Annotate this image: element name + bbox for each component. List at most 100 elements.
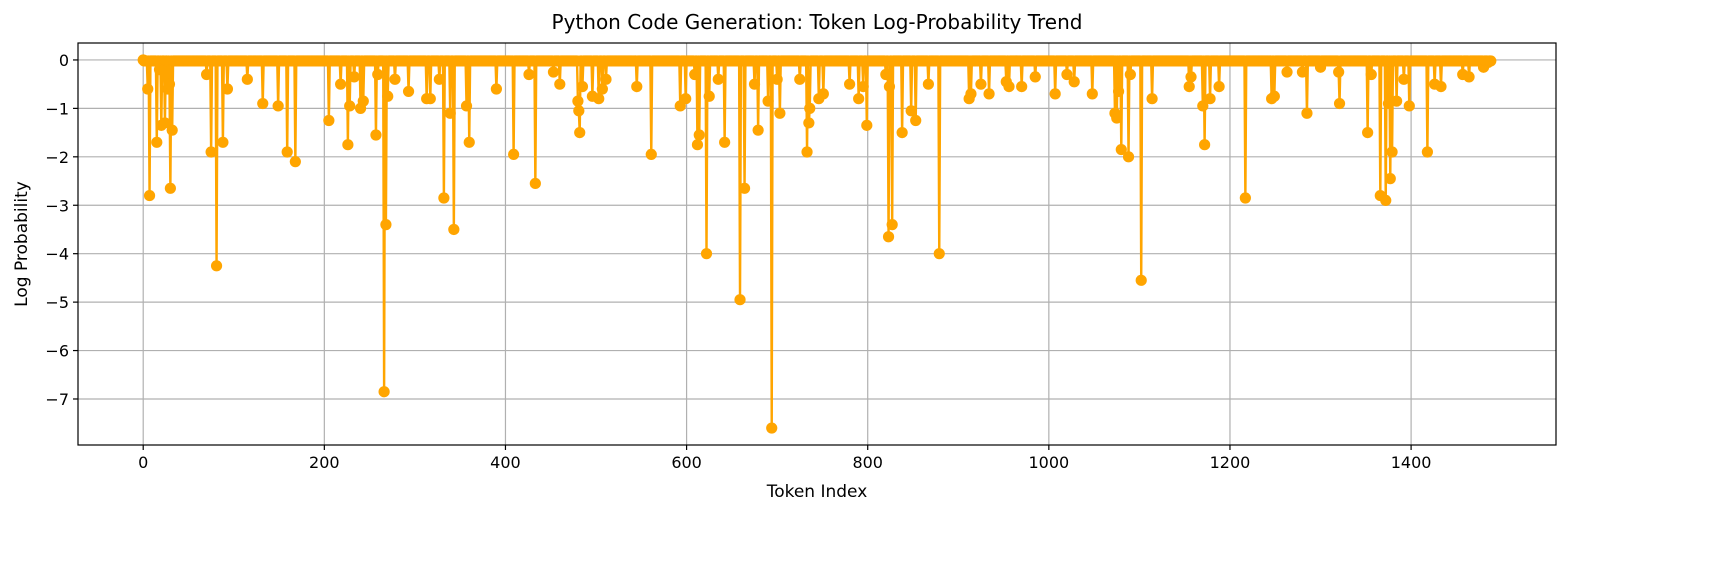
data-point	[1016, 80, 1028, 93]
data-point	[771, 73, 783, 85]
data-point	[1333, 97, 1346, 110]
data-point	[922, 78, 934, 90]
data-point	[680, 93, 692, 105]
data-point	[853, 93, 865, 105]
data-point	[554, 78, 566, 90]
x-tick-label: 400	[490, 453, 521, 472]
series-markers	[137, 54, 1497, 434]
data-point	[1146, 93, 1158, 105]
data-point	[576, 80, 589, 93]
data-point	[734, 294, 746, 306]
data-point	[1268, 90, 1280, 102]
data-point	[965, 88, 977, 100]
data-point	[1380, 194, 1392, 207]
data-point	[529, 177, 541, 190]
data-point	[631, 80, 643, 93]
data-point	[896, 127, 908, 139]
data-point	[803, 117, 815, 129]
data-point	[357, 95, 369, 107]
data-point	[693, 129, 705, 141]
data-point	[159, 117, 171, 129]
data-point	[573, 105, 585, 117]
data-point	[201, 68, 213, 81]
y-axis-label: Log Probability	[12, 181, 32, 307]
data-point	[1197, 100, 1209, 112]
data-point	[905, 105, 917, 117]
data-point	[344, 100, 356, 112]
data-point	[804, 102, 816, 114]
data-point	[1391, 95, 1403, 107]
y-tick-label: −4	[45, 245, 69, 264]
data-point	[882, 231, 895, 243]
data-point	[1183, 80, 1195, 93]
data-point	[217, 136, 229, 148]
data-point	[817, 88, 829, 100]
data-point	[1135, 274, 1147, 286]
data-point	[645, 148, 657, 160]
data-point	[762, 95, 774, 107]
data-point	[490, 83, 502, 95]
data-point	[257, 97, 269, 110]
data-point	[1384, 173, 1396, 185]
data-point	[143, 189, 156, 202]
data-point	[1061, 68, 1073, 81]
data-point	[1435, 80, 1447, 93]
data-point	[1301, 107, 1313, 119]
x-tick-label: 200	[309, 453, 340, 472]
data-point	[523, 68, 535, 81]
data-point	[151, 136, 163, 148]
data-point	[508, 148, 520, 160]
data-point	[1122, 151, 1135, 163]
x-tick-label: 1200	[1210, 453, 1251, 472]
y-tick-label: −6	[45, 342, 69, 361]
data-point	[1029, 71, 1041, 83]
data-point	[402, 85, 415, 98]
data-point	[689, 68, 701, 81]
data-point	[703, 90, 715, 102]
data-point	[794, 73, 806, 85]
data-point	[1204, 93, 1216, 105]
data-point	[1049, 88, 1061, 100]
data-series	[137, 54, 1497, 434]
data-point	[1124, 68, 1136, 81]
data-point	[1239, 192, 1251, 204]
data-point	[844, 78, 856, 90]
data-point	[142, 83, 154, 95]
data-point	[380, 219, 392, 231]
data-point	[910, 114, 922, 127]
data-point	[766, 422, 778, 434]
data-point	[438, 192, 450, 204]
data-point	[342, 139, 354, 151]
data-point	[880, 68, 892, 81]
data-point	[1463, 71, 1475, 83]
data-point	[1403, 100, 1415, 112]
data-point	[752, 124, 764, 136]
data-point	[433, 73, 445, 85]
grid-lines	[78, 43, 1556, 445]
data-point	[205, 146, 217, 158]
data-point	[574, 127, 586, 139]
y-tick-label: 0	[59, 51, 69, 70]
x-tick-label: 1000	[1028, 453, 1069, 472]
data-point	[861, 119, 873, 131]
x-tick-label: 0	[138, 453, 148, 472]
data-point	[1112, 85, 1125, 98]
data-point	[1003, 80, 1015, 93]
chart-title: Python Code Generation: Token Log-Probab…	[552, 10, 1083, 34]
data-point	[372, 68, 384, 81]
data-point	[444, 107, 456, 119]
data-point	[348, 71, 360, 83]
data-point	[886, 219, 898, 231]
data-point	[164, 182, 176, 194]
data-point	[1115, 143, 1127, 156]
data-point	[596, 83, 608, 95]
data-point	[1421, 146, 1433, 158]
x-tick-label: 800	[852, 453, 883, 472]
data-point	[1485, 55, 1497, 67]
data-point	[448, 223, 460, 236]
data-point	[774, 107, 786, 119]
data-point	[547, 66, 560, 78]
data-point	[370, 129, 382, 141]
data-point	[600, 73, 612, 85]
